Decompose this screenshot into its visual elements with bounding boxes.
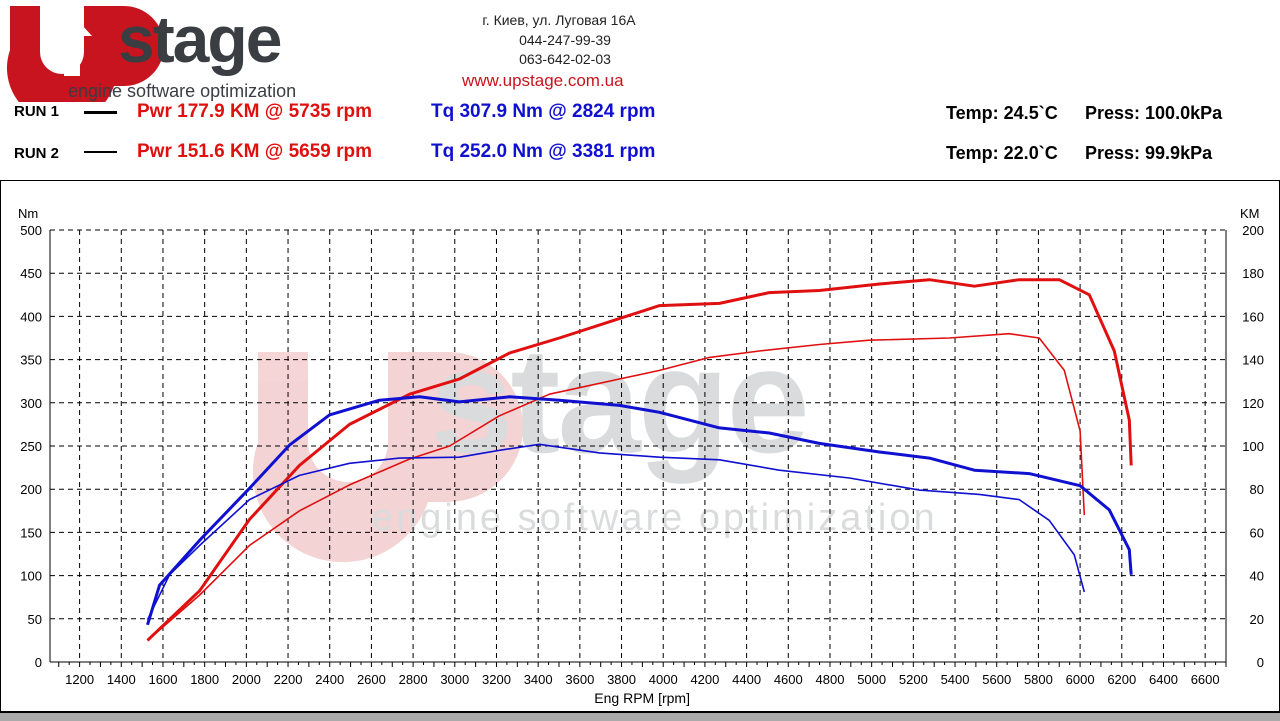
y2-tick-label: 120 — [1242, 396, 1264, 411]
run2-torque: Tq 252.0 Nm @ 3381 rpm — [431, 141, 656, 162]
phone-1: 044-247-99-39 — [519, 32, 611, 48]
x-tick-label: 4000 — [649, 672, 678, 687]
run1-label: RUN 1 — [14, 103, 60, 120]
y2-tick-label: 20 — [1250, 612, 1264, 627]
x-tick-label: 6000 — [1066, 672, 1095, 687]
y-tick-label: 200 — [20, 482, 42, 497]
x-tick-label: 2000 — [232, 672, 261, 687]
phone-2: 063-642-02-03 — [519, 51, 611, 67]
y2-tick-label: 100 — [1242, 439, 1264, 454]
x-tick-label: 1600 — [149, 672, 178, 687]
x-tick-label: 2800 — [399, 672, 428, 687]
address: г. Киев, ул. Луговая 16А — [482, 12, 636, 28]
x-tick-label: 1800 — [190, 672, 219, 687]
y2-tick-label: 60 — [1250, 525, 1264, 540]
svg-text:stage: stage — [118, 2, 281, 76]
y-tick-label: 0 — [35, 655, 42, 670]
x-tick-label: 3000 — [440, 672, 469, 687]
y-tick-label: 300 — [20, 396, 42, 411]
x-tick-label: 5400 — [941, 672, 970, 687]
x-tick-label: 6600 — [1191, 672, 1220, 687]
y-tick-label: 150 — [20, 525, 42, 540]
x-tick-label: 3400 — [524, 672, 553, 687]
upstage-logo-icon: stage engine software optimization — [6, 2, 296, 124]
y2-tick-label: 80 — [1250, 482, 1264, 497]
x-tick-label: 2400 — [315, 672, 344, 687]
logo: stage engine software optimization — [6, 2, 406, 124]
y2-tick-label: 40 — [1250, 569, 1264, 584]
x-tick-label: 4600 — [774, 672, 803, 687]
x-tick-label: 4800 — [816, 672, 845, 687]
y2-axis-label: KM — [1240, 206, 1260, 221]
y-tick-label: 50 — [28, 612, 42, 627]
y-tick-label: 100 — [20, 569, 42, 584]
x-tick-label: 3800 — [607, 672, 636, 687]
y2-tick-label: 200 — [1242, 223, 1264, 238]
y-tick-label: 500 — [20, 223, 42, 238]
series-line-run-1-tq — [146, 395, 1133, 626]
x-tick-label: 1400 — [107, 672, 136, 687]
y-tick-label: 350 — [20, 353, 42, 368]
x-tick-label: 4400 — [732, 672, 761, 687]
y-tick-label: 450 — [20, 266, 42, 281]
run2-label: RUN 2 — [14, 145, 60, 162]
run2-power: Pwr 151.6 KM @ 5659 rpm — [137, 141, 373, 162]
run1-line-sample — [84, 111, 117, 114]
website-link[interactable]: www.upstage.com.ua — [462, 71, 624, 90]
x-tick-label: 2200 — [274, 672, 303, 687]
x-tick-label: 5200 — [899, 672, 928, 687]
x-tick-label: 2600 — [357, 672, 386, 687]
run1-torque: Tq 307.9 Nm @ 2824 rpm — [431, 101, 656, 122]
run2-line-sample — [84, 151, 117, 153]
x-tick-label: 5600 — [982, 672, 1011, 687]
svg-text:engine software optimization: engine software optimization — [68, 81, 296, 101]
series-line-run-1-pwr — [146, 278, 1133, 642]
run1-temp: Temp: 24.5`C — [946, 103, 1058, 123]
bottom-scrollbar[interactable] — [0, 712, 1280, 721]
x-axis-label: Eng RPM [rpm] — [594, 690, 690, 706]
run2-temp: Temp: 22.0`C — [946, 143, 1058, 163]
x-tick-label: 3200 — [482, 672, 511, 687]
y2-tick-label: 180 — [1242, 266, 1264, 281]
x-tick-label: 4200 — [690, 672, 719, 687]
x-tick-label: 6200 — [1107, 672, 1136, 687]
x-tick-label: 5800 — [1024, 672, 1053, 687]
x-tick-label: 1200 — [65, 672, 94, 687]
x-tick-label: 6400 — [1149, 672, 1178, 687]
y-axis-label: Nm — [18, 206, 38, 221]
run2-press: Press: 99.9kPa — [1085, 143, 1213, 163]
run1-press: Press: 100.0kPa — [1085, 103, 1223, 123]
series-line-run-2-tq — [146, 443, 1086, 621]
series-line-run-2-pwr — [146, 332, 1086, 642]
y-tick-label: 250 — [20, 439, 42, 454]
y2-tick-label: 0 — [1257, 655, 1264, 670]
y2-tick-label: 160 — [1242, 309, 1264, 324]
x-tick-label: 3600 — [565, 672, 594, 687]
y2-tick-label: 140 — [1242, 353, 1264, 368]
run1-power: Pwr 177.9 KM @ 5735 rpm — [137, 101, 373, 122]
x-tick-label: 5000 — [857, 672, 886, 687]
y-tick-label: 400 — [20, 309, 42, 324]
